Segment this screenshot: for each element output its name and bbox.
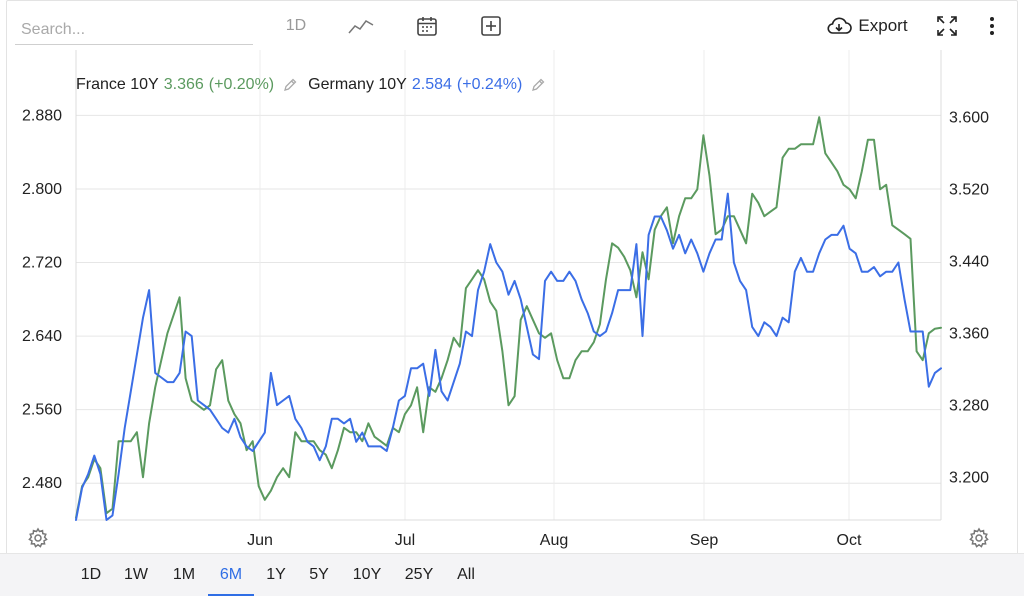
range-button-6m[interactable]: 6M [208,554,254,596]
search-input[interactable] [15,15,253,45]
range-button-1w[interactable]: 1W [124,566,148,583]
x-tick-label: Sep [690,532,719,549]
more-options-button[interactable] [977,11,1007,41]
yield-line-chart: 2.480 2.560 2.640 2.720 2.800 2.880 3.200 3.280… [22,50,989,549]
pencil-icon [284,78,297,91]
add-icon [481,16,501,36]
right-tick-label: 3.280 [949,397,989,414]
range-button-5y[interactable]: 5Y [309,566,329,583]
x-tick-label: Jun [247,532,273,549]
range-button-10y[interactable]: 10Y [352,566,382,583]
gear-icon [28,527,48,548]
chart-legend: France 10Y 3.366 (+0.20%) Germany 10Y 2.… [76,76,556,94]
range-selector: 1D 1W 1M 6M 1Y 5Y 10Y 25Y All [0,553,1024,596]
series-line-germany-10y [75,192,942,521]
x-tick-label: Oct [837,532,862,549]
chart-axes: 2.480 2.560 2.640 2.720 2.800 2.880 3.200 3.280… [22,50,989,549]
pencil-icon [532,78,545,91]
series-line-france-10y [75,116,942,519]
left-axis-settings-button[interactable] [27,527,49,549]
date-range-button[interactable] [409,11,445,41]
edit-germany-button[interactable] [530,77,546,93]
legend-france-value: 3.366 [163,76,204,93]
range-button-1d[interactable]: 1D [80,566,102,583]
range-button-25y[interactable]: 25Y [404,566,434,583]
left-tick-label: 2.720 [22,255,62,272]
legend-germany-value: 2.584 [411,76,452,93]
right-tick-label: 3.440 [949,253,989,270]
right-axis-settings-button[interactable] [968,527,990,549]
right-tick-label: 3.360 [949,325,989,342]
range-button-1m[interactable]: 1M [172,566,196,583]
x-tick-label: Aug [540,532,568,549]
legend-germany-change: (+0.24%) [456,76,523,93]
fullscreen-icon [937,16,957,36]
add-comparison-button[interactable] [473,11,509,41]
x-tick-label: Jul [395,532,415,549]
legend-france-change: (+0.20%) [208,76,275,93]
edit-france-button[interactable] [282,77,298,93]
left-tick-label: 2.640 [22,328,62,345]
chart-series [75,116,942,521]
chart-grid [76,50,941,520]
interval-button[interactable]: 1D [285,17,307,34]
left-tick-label: 2.480 [22,475,62,492]
left-tick-label: 2.880 [22,107,62,124]
line-chart-icon [348,20,374,34]
export-button[interactable]: Export [819,11,915,41]
chart-type-button[interactable] [343,11,379,41]
range-button-1y[interactable]: 1Y [266,566,286,583]
chart-toolbar: 1D [7,1,1019,51]
right-tick-label: 3.600 [949,109,989,126]
fullscreen-button[interactable] [929,11,965,41]
legend-france-name: France 10Y [76,76,159,93]
gear-icon [969,527,989,548]
right-tick-label: 3.200 [949,469,989,486]
range-button-all[interactable]: All [457,566,475,583]
calendar-icon [417,17,437,36]
export-label: Export [858,16,908,35]
left-tick-label: 2.800 [22,181,62,198]
cloud-download-icon [827,17,853,34]
left-tick-label: 2.560 [22,402,62,419]
more-vertical-icon [990,17,994,35]
legend-germany-name: Germany 10Y [308,76,407,93]
right-tick-label: 3.520 [949,181,989,198]
